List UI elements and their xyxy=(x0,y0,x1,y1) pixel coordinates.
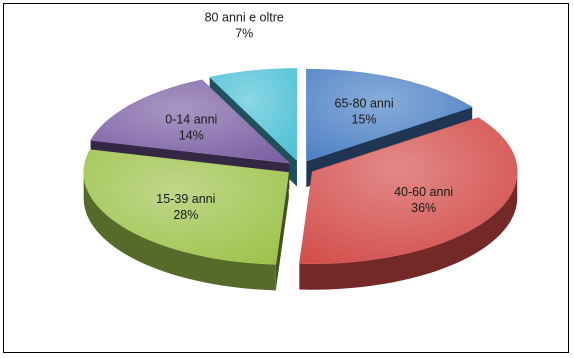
slice-label: 0-14 anni 14% xyxy=(165,113,217,143)
pie-slice-15-39-anni xyxy=(83,149,290,291)
slice-label: 65-80 anni 15% xyxy=(335,96,394,126)
slice-label: 80 anni e oltre 7% xyxy=(205,11,284,41)
slice-label: 15-39 anni 28% xyxy=(156,192,215,222)
slice-label: 40-60 anni 36% xyxy=(394,185,453,215)
pie-slice-40-60-anni xyxy=(299,117,518,290)
